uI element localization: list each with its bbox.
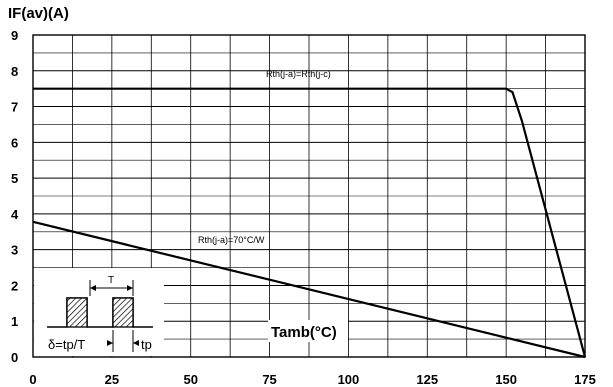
y-tick-label: 5 [11,171,18,186]
plot-frame [32,34,586,358]
tp-label: tp [141,337,152,352]
x-tick-labels: 0 25 50 75 100 125 150 175 [29,372,595,387]
x-tick-label: 25 [105,372,119,387]
y-tick-label: 7 [11,100,18,115]
y-tick-label: 2 [11,278,18,293]
x-tick-label: 100 [338,372,360,387]
pulse-hatch-1 [66,297,88,328]
y-tick-label: 8 [11,64,18,79]
inset-background [34,268,164,356]
x-tick-label: 0 [29,372,36,387]
tp-arrowhead-right [133,340,139,346]
x-tick-label: 50 [183,372,197,387]
x-tick-label: 150 [495,372,517,387]
y-tick-label: 4 [11,207,19,222]
duty-formula: δ=tp/T [48,337,85,352]
x-tick-label: 175 [574,372,596,387]
series-line-1 [33,87,587,358]
x-axis-title-box [268,320,348,342]
period-arrowhead-right [127,285,133,291]
pulse-hatch-2 [112,297,134,328]
y-axis-title: IF(av)(A) [8,5,69,22]
series-line-2 [32,220,586,359]
series-label-rth-70: Rth(j-a)=70°C/W [198,235,265,245]
x-tick-label: 75 [262,372,276,387]
tp-arrowhead-left [107,340,113,346]
duty-cycle-inset: T δ=tp/T tp [34,268,164,356]
x-axis-title: Tamb(°C) [271,324,337,341]
y-tick-labels: 0 1 2 3 4 5 6 7 8 9 [11,28,19,365]
series-label-rth-jc: Rth(j-a)=Rth(j-c) [266,69,331,79]
y-tick-label: 0 [11,350,18,365]
period-label: T [108,275,114,286]
y-tick-label: 6 [11,135,18,150]
y-tick-label: 3 [11,243,18,258]
y-tick-label: 9 [11,28,18,43]
y-tick-label: 1 [11,314,18,329]
x-tick-label: 125 [416,372,438,387]
series-lines [32,87,587,359]
period-arrowhead-left [90,285,96,291]
